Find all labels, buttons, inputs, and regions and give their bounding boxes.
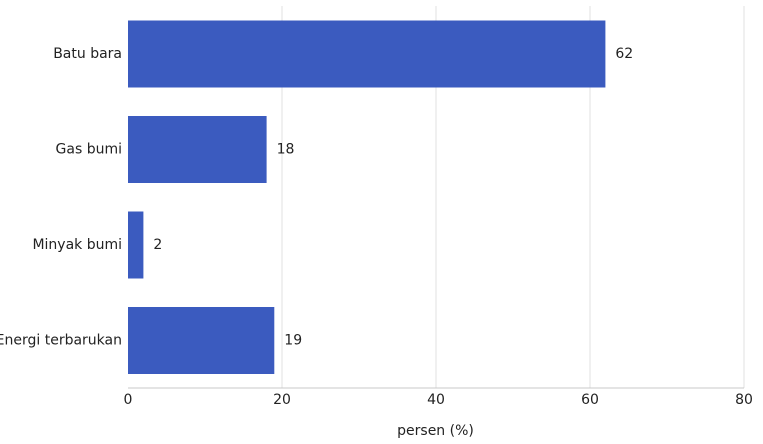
x-tick-label-40: 40: [427, 392, 445, 408]
bar-gas-bumi: [128, 116, 267, 183]
bar-energi-terbarukan: [128, 307, 275, 374]
x-tick-label-80: 80: [735, 392, 753, 408]
bar-batu-bara: [128, 20, 606, 88]
x-tick-label-60: 60: [581, 392, 599, 408]
x-tick-label-0: 0: [124, 392, 133, 408]
category-label-minyak-bumi: Minyak bumi: [32, 237, 122, 253]
x-tick-label-20: 20: [273, 392, 291, 408]
value-label-energi-terbarukan: 19: [284, 333, 302, 349]
bars: [128, 20, 606, 374]
category-label-energi-terbarukan: Energi terbarukan: [0, 333, 122, 349]
category-label-gas-bumi: Gas bumi: [56, 142, 122, 158]
value-label-gas-bumi: 18: [277, 142, 295, 158]
x-tick-labels: 0 20 40 60 80: [124, 392, 753, 408]
bar-minyak-bumi: [128, 211, 144, 279]
category-label-batu-bara: Batu bara: [53, 46, 122, 62]
x-axis-title: persen (%): [397, 423, 474, 439]
value-labels: 62 18 2 19: [153, 46, 633, 349]
category-labels: Batu bara Gas bumi Minyak bumi Energi terba…: [0, 46, 122, 349]
value-label-minyak-bumi: 2: [153, 237, 162, 253]
value-label-batu-bara: 62: [615, 46, 633, 62]
